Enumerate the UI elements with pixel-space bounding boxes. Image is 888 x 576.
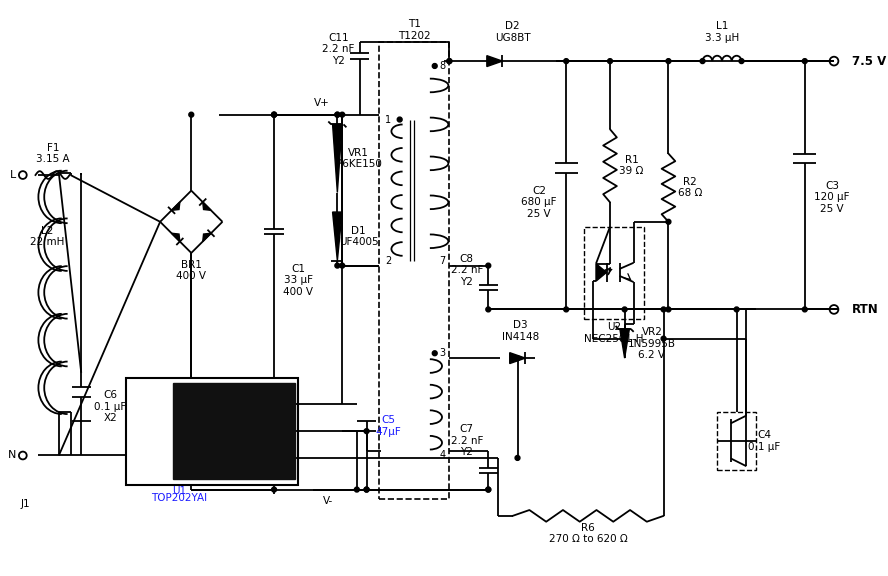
Circle shape [662, 336, 666, 341]
Circle shape [666, 219, 670, 224]
Text: 8: 8 [440, 61, 446, 71]
Circle shape [272, 112, 276, 117]
Text: C7
2.2 nF
Y2: C7 2.2 nF Y2 [451, 425, 483, 457]
Circle shape [135, 419, 160, 444]
Polygon shape [171, 233, 180, 241]
Polygon shape [202, 202, 211, 210]
Circle shape [272, 112, 276, 117]
Circle shape [622, 307, 627, 312]
Circle shape [666, 59, 670, 63]
Circle shape [432, 351, 437, 355]
Text: C8
2.2 nF
Y2: C8 2.2 nF Y2 [451, 254, 483, 287]
Circle shape [364, 487, 369, 492]
Circle shape [515, 456, 520, 460]
Circle shape [397, 117, 402, 122]
Text: C5
47μF: C5 47μF [375, 415, 400, 437]
Circle shape [354, 487, 360, 492]
Text: C3
120 μF
25 V: C3 120 μF 25 V [814, 181, 850, 214]
Text: D2
UG8BT: D2 UG8BT [495, 21, 530, 43]
Text: C11
2.2 nF
Y2: C11 2.2 nF Y2 [322, 33, 354, 66]
Polygon shape [510, 353, 526, 363]
Circle shape [515, 355, 520, 361]
Circle shape [803, 59, 807, 63]
Text: BR1
400 V: BR1 400 V [177, 260, 206, 281]
Circle shape [662, 307, 666, 312]
Text: C2
680 μF
25 V: C2 680 μF 25 V [521, 185, 557, 219]
Circle shape [189, 112, 194, 117]
Text: L2
22 mH: L2 22 mH [30, 226, 64, 247]
Circle shape [486, 263, 491, 268]
Circle shape [803, 307, 807, 312]
Polygon shape [333, 212, 342, 261]
Circle shape [335, 112, 340, 117]
Text: 7: 7 [440, 256, 446, 266]
Text: SOURCE: SOURCE [213, 427, 255, 435]
Text: T1
T1202: T1 T1202 [398, 19, 431, 41]
Text: 7.5 V: 7.5 V [852, 55, 885, 67]
Text: RTN: RTN [852, 303, 878, 316]
Circle shape [666, 307, 670, 312]
Circle shape [340, 112, 345, 117]
Text: U1: U1 [172, 486, 186, 495]
Text: VR1
P6KE150: VR1 P6KE150 [336, 147, 382, 169]
Text: C4
0.1 μF: C4 0.1 μF [748, 430, 780, 452]
Text: V+: V+ [313, 98, 329, 108]
Text: TOP202YAI: TOP202YAI [152, 493, 208, 503]
Circle shape [364, 487, 369, 492]
Circle shape [364, 429, 369, 434]
Circle shape [700, 59, 705, 63]
Text: CONTROL: CONTROL [210, 464, 258, 473]
Text: L1
3.3 μH: L1 3.3 μH [705, 21, 739, 43]
Text: J1: J1 [21, 499, 30, 509]
Text: 3: 3 [440, 348, 446, 358]
Polygon shape [202, 233, 211, 241]
Text: 1: 1 [385, 115, 392, 124]
Text: F1
3.15 A: F1 3.15 A [36, 143, 70, 164]
Text: R1
39 Ω: R1 39 Ω [619, 154, 644, 176]
Text: 2: 2 [385, 256, 392, 266]
Circle shape [335, 112, 340, 117]
Circle shape [447, 59, 452, 63]
Text: DRAIN: DRAIN [218, 389, 250, 399]
Text: 4: 4 [440, 450, 446, 460]
Polygon shape [620, 329, 630, 358]
Circle shape [272, 112, 276, 117]
Circle shape [486, 487, 491, 492]
Circle shape [340, 263, 345, 268]
Text: D3
IN4148: D3 IN4148 [502, 320, 539, 342]
Circle shape [486, 487, 491, 492]
Text: L: L [10, 170, 16, 180]
Circle shape [739, 59, 744, 63]
Circle shape [447, 59, 452, 63]
Text: U2
NEC2501-H: U2 NEC2501-H [584, 322, 644, 344]
Polygon shape [596, 264, 607, 281]
FancyBboxPatch shape [126, 378, 298, 485]
Circle shape [486, 307, 491, 312]
Text: D1
UF4005: D1 UF4005 [339, 226, 378, 247]
Circle shape [564, 59, 568, 63]
Polygon shape [333, 124, 342, 192]
Text: N: N [8, 450, 16, 460]
Text: R6
270 Ω to 620 Ω: R6 270 Ω to 620 Ω [549, 522, 628, 544]
Circle shape [734, 307, 739, 312]
Circle shape [272, 487, 276, 492]
Circle shape [432, 63, 437, 69]
Polygon shape [171, 202, 180, 210]
Text: C1
33 μF
400 V: C1 33 μF 400 V [283, 264, 313, 297]
Polygon shape [487, 56, 503, 67]
FancyBboxPatch shape [173, 384, 296, 479]
Circle shape [607, 59, 613, 63]
Text: C6
0.1 μF
X2: C6 0.1 μF X2 [94, 390, 127, 423]
Text: R2
68 Ω: R2 68 Ω [678, 177, 702, 199]
Circle shape [335, 263, 340, 268]
Text: VR2
1N5995B
6.2 V: VR2 1N5995B 6.2 V [628, 327, 676, 360]
Circle shape [564, 307, 568, 312]
Text: V-: V- [322, 497, 333, 506]
